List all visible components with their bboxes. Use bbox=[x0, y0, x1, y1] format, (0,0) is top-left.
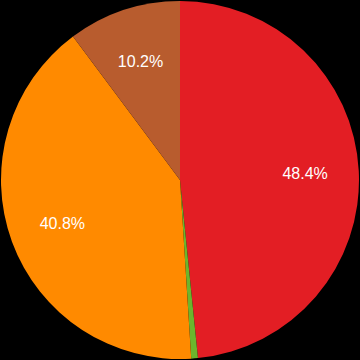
pie: 48.4% 40.8% 10.2% bbox=[1, 1, 359, 359]
chart: 48.4% 40.8% 10.2% bbox=[0, 0, 360, 360]
pie-slice bbox=[73, 1, 180, 180]
data-label: 40.8% bbox=[40, 215, 85, 232]
pie-slice bbox=[180, 1, 359, 358]
data-label: 10.2% bbox=[118, 53, 163, 70]
data-label: 48.4% bbox=[282, 165, 327, 182]
